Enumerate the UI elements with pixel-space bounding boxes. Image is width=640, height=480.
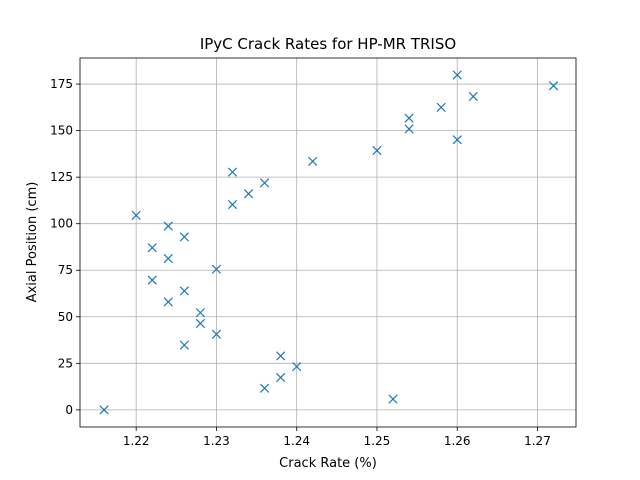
y-tick-label: 50 [58,310,73,324]
data-point [452,70,462,80]
y-tick-label: 175 [50,77,73,91]
data-point [404,124,414,134]
x-axis-label: Crack Rate (%) [279,456,377,471]
data-point [147,275,157,285]
data-point [243,189,254,199]
data-point [163,253,173,264]
data-point [195,308,206,318]
x-tick-label: 1.27 [524,434,551,448]
grid [80,58,576,427]
y-tick-label: 125 [50,170,73,184]
data-point [131,210,141,220]
axis-ticks: 1.22 1.23 1.24 1.25 1.26 1.27 0 25 50 75 100 125 150… [50,77,551,448]
data-point [276,351,286,361]
x-tick-label: 1.25 [364,434,391,448]
data-point [147,243,157,253]
y-tick-label: 100 [50,217,73,231]
y-tick-label: 25 [58,356,73,370]
data-point [99,405,109,415]
data-point [276,372,286,383]
data-point [179,232,189,242]
chart-title: IPyC Crack Rates for HP-MR TRISO [200,35,456,53]
data-point [259,178,270,188]
y-tick-label: 150 [50,124,73,138]
data-point [259,383,270,393]
x-tick-label: 1.22 [123,434,150,448]
data-point [163,297,173,307]
data-point [372,145,382,156]
data-point [227,167,238,177]
x-tick-label: 1.26 [444,434,471,448]
data-point [468,91,478,102]
y-tick-label: 0 [65,403,73,417]
data-point [548,81,559,91]
x-tick-label: 1.23 [203,434,230,448]
data-point [292,362,302,372]
data-point [436,102,446,112]
plot-frame [79,57,577,428]
y-tick-label: 75 [58,263,73,277]
data-point [452,135,462,145]
y-axis-label: Axial Position (cm) [25,182,40,303]
data-point [388,394,398,404]
data-point [404,113,414,123]
data-point [308,156,318,166]
x-tick-label: 1.24 [283,434,310,448]
data-point [179,286,189,296]
data-point [163,221,173,231]
data-points [99,70,559,415]
data-point [195,318,206,329]
data-point [211,329,222,339]
data-point [179,340,189,350]
data-point [227,199,238,210]
data-point [211,264,222,274]
